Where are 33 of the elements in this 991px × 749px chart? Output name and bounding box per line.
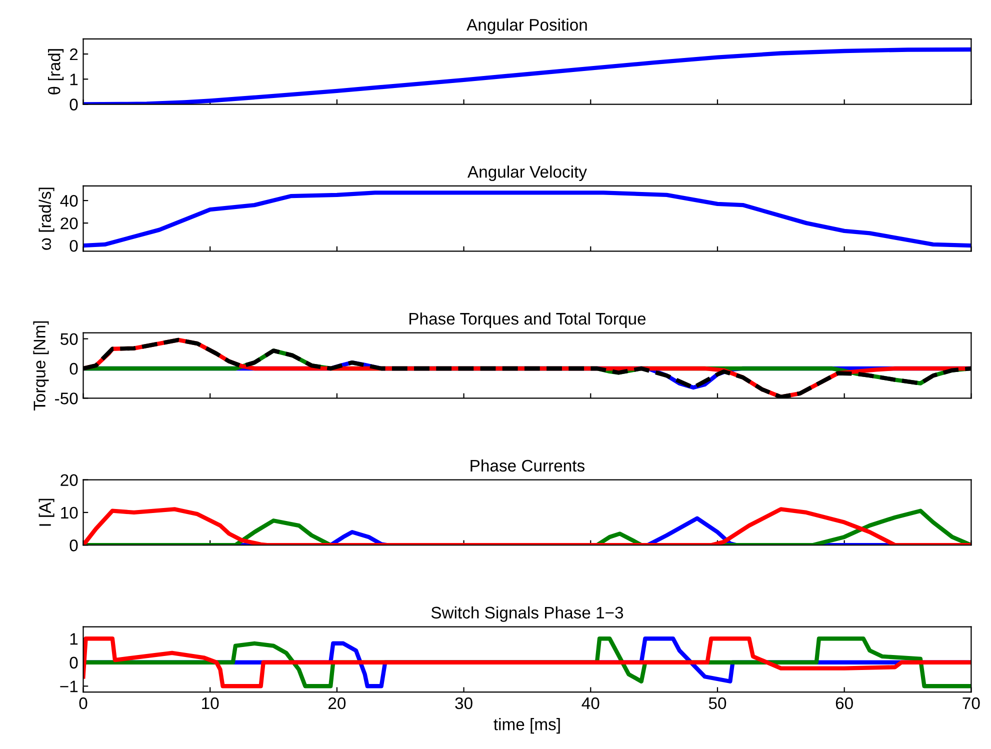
x-tick-label: 20 xyxy=(328,697,346,710)
y-axis-title: I [A] xyxy=(38,498,54,526)
x-tick-label: 60 xyxy=(836,697,853,710)
y-tick-label: 0 xyxy=(70,362,78,375)
y-tick-label: -50 xyxy=(55,392,78,404)
y-tick-label: 1 xyxy=(70,633,78,645)
y-tick-label: 0 xyxy=(70,656,78,669)
x-axis-title: time [ms] xyxy=(494,718,560,734)
x-tick-label: 70 xyxy=(962,697,980,710)
y-tick-label: 40 xyxy=(60,194,78,207)
y-axis-title: Torque [Nm] xyxy=(33,321,49,411)
y-tick-label: 10 xyxy=(61,506,78,519)
x-tick-label: 50 xyxy=(708,697,726,710)
y-axis-title: ω [rad/s] xyxy=(38,188,54,250)
chart-title: Phase Torques and Total Torque xyxy=(410,312,646,328)
chart-title: Phase Currents xyxy=(470,459,585,472)
y-tick-label: 2 xyxy=(70,48,78,60)
y-tick-label: 20 xyxy=(60,474,78,486)
y-tick-label: 50 xyxy=(60,333,78,345)
y-tick-label: 0 xyxy=(70,98,78,110)
chart-title: Angular Velocity xyxy=(467,165,587,182)
y-tick-label: 0 xyxy=(70,240,78,252)
y-tick-label: 0 xyxy=(70,540,78,552)
y-tick-label: 1 xyxy=(70,74,78,86)
x-tick-label: 10 xyxy=(202,697,219,710)
y-tick-label: 20 xyxy=(60,217,78,230)
y-tick-label: −1 xyxy=(60,680,78,692)
x-tick-label: 40 xyxy=(582,697,600,710)
y-axis-title: θ [rad] xyxy=(48,49,64,94)
chart-title: Angular Position xyxy=(466,18,587,34)
x-tick-label: 30 xyxy=(455,697,472,710)
chart-title: Switch Signals Phase 1−3 xyxy=(431,606,624,622)
x-tick-label: 0 xyxy=(79,697,88,710)
